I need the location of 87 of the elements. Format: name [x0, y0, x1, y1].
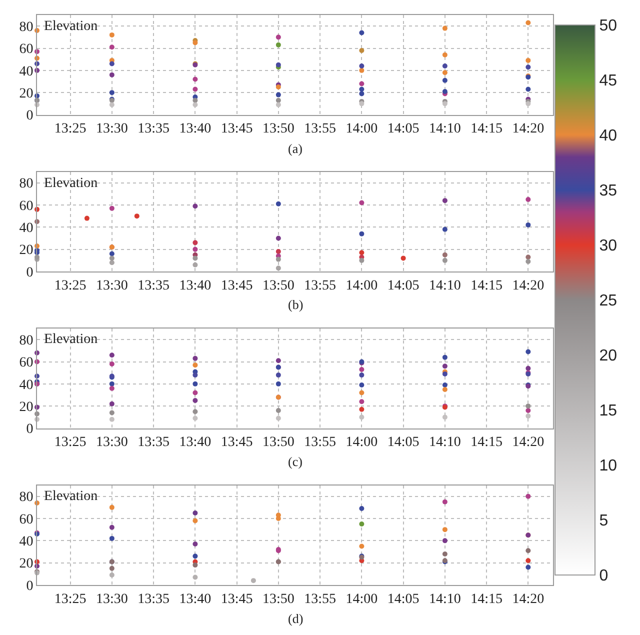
y-tick-label: 0	[26, 578, 34, 594]
x-tick-label: 14:10	[429, 278, 461, 294]
annotation: Elevation	[44, 19, 98, 34]
x-tick-label: 13:35	[138, 278, 170, 294]
color-bar-label: 40	[599, 128, 618, 145]
x-tick-label: 14:05	[387, 592, 420, 607]
x-tick-label: 14:05	[387, 278, 420, 294]
color-bar-label: 10	[599, 458, 618, 475]
x-tick-label: 14:10	[429, 435, 461, 450]
x-tick-label: 14:00	[346, 122, 378, 137]
x-tick-label: 14:05	[387, 435, 420, 450]
y-tick-label: 80	[19, 333, 34, 348]
x-tick-label: 13:50	[262, 278, 294, 294]
y-tick-label: 0	[26, 265, 34, 280]
y-tick-label: 40	[19, 221, 34, 236]
y-tick-label: 0	[26, 108, 34, 124]
y-tick-label: 60	[19, 356, 34, 371]
text: (b)	[288, 297, 304, 312]
y-tick-label: 40	[19, 534, 34, 550]
x-tick-label: 14:00	[346, 278, 378, 294]
color-bar-label: 25	[599, 292, 618, 310]
color-bar-label: 5	[599, 512, 608, 530]
x-tick-label: 14:20	[512, 435, 544, 450]
annotation: Elevation	[44, 332, 98, 347]
x-tick-label: 14:00	[346, 592, 378, 607]
x-tick-label: 13:30	[96, 592, 128, 607]
x-tick-label: 13:30	[96, 435, 128, 450]
x-tick-label: 13:55	[304, 435, 336, 450]
y-tick-label: 40	[19, 64, 34, 80]
text: (d)	[288, 611, 304, 626]
x-tick-label: 13:55	[304, 592, 336, 607]
x-tick-label: 14:20	[512, 592, 544, 607]
annotation: Elevation	[44, 489, 98, 504]
x-tick-label: 14:10	[429, 592, 461, 607]
x-tick-label: 13:45	[220, 278, 253, 294]
y-tick-label: 80	[19, 490, 34, 506]
x-tick-label: 13:35	[138, 435, 170, 450]
x-tick-label: 13:45	[220, 435, 253, 450]
y-tick-label: 80	[19, 20, 34, 35]
x-tick-label: 13:40	[179, 122, 212, 137]
y-tick-label: 0	[26, 422, 34, 438]
x-tick-label: 13:25	[54, 592, 86, 607]
x-tick-label: 13:50	[262, 592, 294, 607]
color-bar-label: 50	[599, 18, 618, 35]
x-tick-label: 13:40	[179, 435, 212, 450]
x-tick-label: 14:20	[512, 278, 544, 294]
x-tick-label: 13:45	[220, 592, 253, 607]
y-tick-label: 40	[19, 378, 34, 393]
x-tick-label: 13:25	[54, 278, 86, 294]
x-tick-label: 14:05	[387, 122, 420, 137]
y-tick-label: 60	[19, 42, 34, 58]
x-tick-label: 13:25	[54, 122, 86, 137]
text: (a)	[288, 141, 302, 156]
annotation: Elevation	[44, 176, 98, 191]
color-bar-label: 35	[599, 182, 618, 200]
x-tick-label: 14:10	[429, 122, 461, 137]
color-bar-label: 0	[599, 568, 608, 585]
x-tick-label: 14:15	[470, 278, 503, 294]
color-bar-label: 30	[599, 238, 618, 255]
x-tick-label: 14:20	[512, 122, 544, 137]
x-tick-label: 13:30	[96, 122, 128, 137]
x-tick-label: 13:50	[262, 122, 294, 137]
x-tick-label: 13:55	[304, 278, 336, 294]
y-tick-label: 20	[19, 556, 34, 572]
x-tick-label: 13:35	[138, 122, 170, 137]
y-tick-label: 60	[19, 198, 34, 214]
y-tick-label: 80	[19, 176, 34, 192]
x-tick-label: 14:15	[470, 592, 503, 607]
color-bar-label: 20	[599, 348, 618, 365]
x-tick-label: 13:40	[179, 278, 212, 294]
x-tick-label: 13:40	[179, 592, 212, 607]
x-tick-label: 13:45	[220, 122, 253, 137]
x-tick-label: 13:25	[54, 435, 86, 450]
x-tick-label: 13:30	[96, 278, 128, 294]
x-tick-label: 13:50	[262, 435, 294, 450]
x-tick-label: 14:15	[470, 122, 503, 137]
y-tick-label: 20	[19, 86, 34, 102]
y-tick-label: 60	[19, 512, 34, 528]
text: (c)	[288, 454, 302, 469]
x-tick-label: 13:55	[304, 122, 336, 137]
x-tick-label: 14:15	[470, 435, 503, 450]
color-bar-label: 45	[599, 72, 618, 90]
y-tick-label: 20	[19, 243, 34, 258]
color-bar-label: 15	[599, 402, 618, 420]
x-tick-label: 13:35	[138, 592, 170, 607]
x-tick-label: 14:00	[346, 435, 378, 450]
y-tick-label: 20	[19, 400, 34, 415]
